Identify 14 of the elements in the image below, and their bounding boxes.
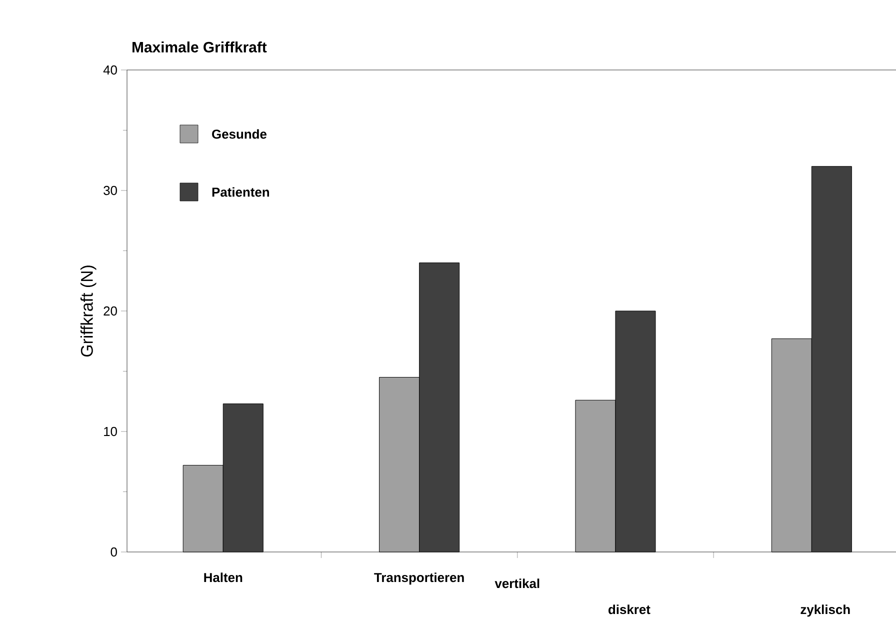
- x-tick-label: Halten: [204, 572, 242, 582]
- legend-label: Patienten: [212, 187, 270, 197]
- x-tick-label: diskret: [608, 604, 650, 614]
- x-tick-label: Transportieren: [374, 572, 464, 585]
- y-tick-label: 0: [110, 547, 117, 557]
- text: vertikal: [494, 578, 540, 588]
- chart-title: Maximale Griffkraft: [132, 42, 267, 52]
- y-tick-label: 40: [103, 65, 117, 75]
- legend-label: Gesunde: [212, 129, 267, 139]
- y-axis-title: Griffkraft (N): [80, 266, 96, 357]
- y-tick-label: 10: [104, 426, 117, 436]
- y-tick-label: 20: [104, 306, 117, 316]
- y-tick-label: 30: [104, 186, 117, 196]
- x-tick-label: zyklisch: [800, 604, 850, 617]
